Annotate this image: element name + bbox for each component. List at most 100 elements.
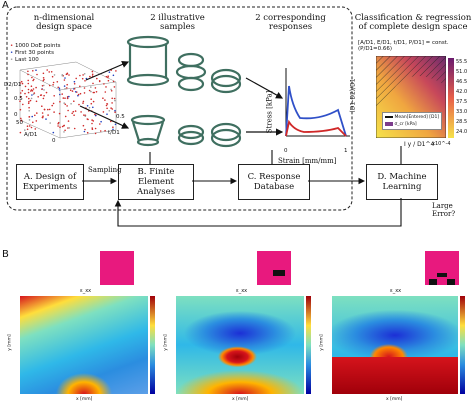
scatter-point	[78, 103, 80, 106]
scatter-point	[27, 102, 30, 105]
axis-tick: 0	[14, 112, 18, 118]
scatter-3d-plot	[19, 61, 117, 139]
scatter-point	[67, 120, 70, 122]
scatter-point	[66, 105, 68, 107]
scatter-point	[36, 112, 38, 114]
map-ylabel: y [mm]	[163, 334, 169, 351]
scatter-point	[27, 88, 30, 91]
scatter-point	[63, 102, 65, 104]
design-space-title: n-dimensional design space	[33, 13, 95, 32]
scatter-point	[112, 74, 115, 77]
scatter-point	[35, 86, 37, 89]
scatter-point	[73, 80, 76, 83]
legend-item: σ_cr [kPa]	[385, 121, 439, 128]
samples-title: 2 illustrative samples	[150, 13, 205, 32]
scatter-point	[102, 111, 105, 113]
scatter-point	[53, 74, 56, 76]
flow-box-fea: B. Finite Element Analyses	[118, 164, 194, 200]
scatter-point	[58, 87, 61, 89]
response-curve-blue	[285, 85, 347, 137]
scatter-point	[20, 80, 23, 83]
map-ylabel: y [mm]	[319, 334, 325, 351]
scatter-point	[64, 97, 66, 99]
flow-label: A. Design of Experiments	[22, 172, 78, 192]
scatter-point	[19, 108, 22, 111]
scatter-point	[111, 108, 114, 110]
flow-label: B. Finite Element Analyses	[137, 167, 175, 197]
colorbar-tick: 42.0	[456, 89, 468, 95]
scatter-point	[110, 107, 112, 109]
scatter-point	[68, 127, 71, 129]
scatter-point	[83, 114, 85, 116]
flow-label: D. Machine Learning	[377, 172, 427, 192]
scatter-point	[28, 100, 30, 103]
scatter-point	[114, 111, 116, 113]
scatter-point	[113, 97, 116, 100]
scatter-point	[86, 131, 89, 134]
scatter-point	[56, 81, 59, 83]
scatter-point	[19, 92, 22, 94]
scatter-point	[52, 131, 55, 134]
scatter-point	[98, 80, 101, 83]
scatter-point	[42, 115, 44, 117]
scatter-point	[111, 102, 113, 104]
scatter-point	[104, 129, 106, 132]
scatter-point	[35, 100, 38, 103]
scatter-point	[99, 123, 101, 125]
scatter-point	[31, 115, 33, 118]
flow-label: C. Response Database	[247, 172, 301, 192]
colorbar-ticks: 55.5 51.0 46.5 42.0 37.5 33.0 28.5 24.0	[456, 57, 467, 137]
scatter-point	[96, 77, 98, 80]
panel-label-b: B	[2, 249, 9, 260]
scatter-point	[48, 71, 50, 73]
scatter-point	[106, 107, 108, 110]
colorbar-tick: 28.5	[456, 119, 468, 125]
colorbar-tick: 46.5	[456, 79, 468, 85]
scatter-point	[81, 77, 84, 80]
classification-legend: Mean[Entered] [D1] σ_cr [kPa]	[382, 112, 443, 130]
scatter-point	[48, 84, 51, 87]
scatter-point	[65, 73, 68, 76]
scatter-point	[42, 97, 45, 100]
scatter-point	[104, 99, 106, 101]
scatter-point	[106, 113, 108, 115]
scatter-point	[41, 88, 43, 91]
scatter-point	[30, 97, 33, 100]
map-title: ε_xx	[236, 288, 248, 294]
scatter-point	[110, 120, 112, 123]
sampling-label: Sampling	[88, 166, 122, 174]
scatter-point	[79, 85, 81, 88]
scatter-point	[25, 96, 28, 98]
stress-xtick: 0	[284, 148, 288, 154]
scatter-point	[24, 129, 26, 131]
constraint-text: [A/D1, E/D1, t/D1, P/D1] = const. (P/D1=…	[358, 40, 449, 52]
scatter-point	[66, 87, 68, 89]
scatter-point	[112, 80, 115, 83]
scatter-point	[84, 115, 87, 117]
scatter-point	[94, 127, 97, 130]
scatter-point	[73, 83, 76, 85]
flow-box-design-of-experiments: A. Design of Experiments	[16, 164, 84, 200]
scatter-point	[107, 76, 109, 79]
scatter-point	[92, 120, 95, 122]
scatter-point	[21, 89, 24, 92]
colorbar-tick: 37.5	[456, 99, 468, 105]
scatter-point	[63, 124, 65, 127]
flow-box-response-database: C. Response Database	[238, 164, 310, 200]
panel-label-a: A	[2, 0, 9, 11]
scatter-point	[61, 93, 63, 95]
axis-label-z: D2/D1	[4, 82, 22, 88]
scatter-point	[94, 132, 97, 135]
scatter-point	[20, 117, 22, 120]
strain-map-2	[176, 296, 304, 394]
scatter-point	[49, 122, 51, 124]
legend-item: • Last 100	[10, 57, 39, 63]
legend-item: • 1000 DoE points	[10, 43, 61, 49]
scatter-point	[63, 131, 65, 133]
axis-tick: 0.5	[14, 96, 23, 102]
axis-tick: 50	[16, 120, 23, 126]
scatter-point	[27, 70, 29, 73]
scatter-point	[100, 120, 102, 123]
scatter-point	[88, 106, 91, 109]
scatter-point	[68, 74, 70, 76]
